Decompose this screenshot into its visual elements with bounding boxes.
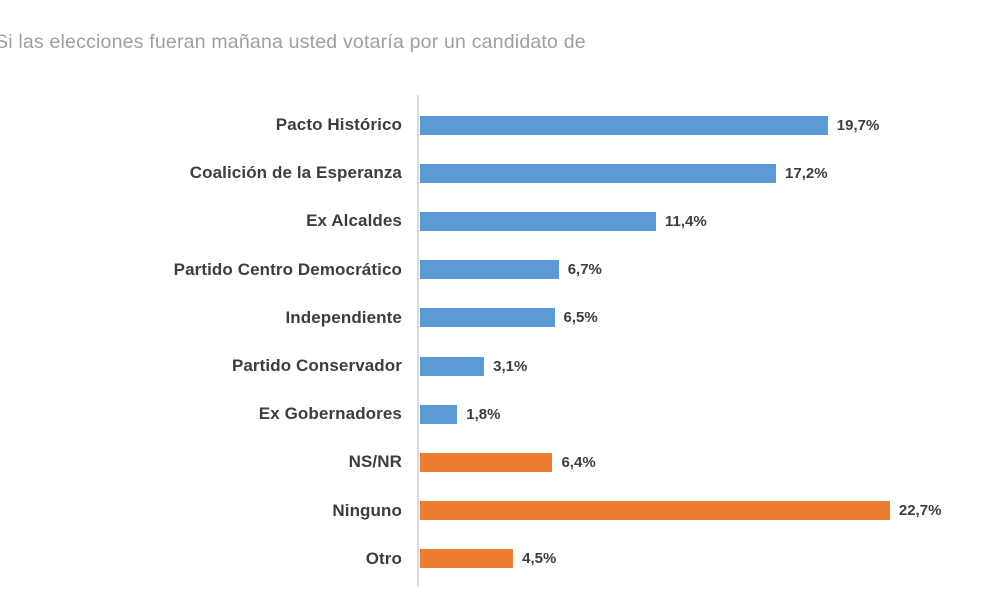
category-label: Ex Alcaldes <box>306 211 402 231</box>
value-label: 19,7% <box>836 116 880 134</box>
bar-area: 11,4% <box>420 211 983 231</box>
bar-row: Coalición de la Esperanza 17,2% <box>0 149 983 197</box>
category-label: Ex Gobernadores <box>258 404 402 424</box>
bar <box>420 501 890 521</box>
bar <box>420 260 559 280</box>
category-label: NS/NR <box>348 452 402 472</box>
value-label: 6,4% <box>561 453 596 471</box>
value-label: 3,1% <box>493 357 528 375</box>
value-label: 22,7% <box>898 502 942 520</box>
bar-area: 1,8% <box>420 404 983 424</box>
bar-area: 6,7% <box>420 260 983 280</box>
category-label: Ninguno <box>332 500 402 520</box>
y-axis-line <box>417 95 419 587</box>
bar-row: Ex Gobernadores 1,8% <box>0 390 983 438</box>
bar-row: NS/NR 6,4% <box>0 438 983 486</box>
category-label: Coalición de la Esperanza <box>189 163 402 183</box>
value-label: 1,8% <box>466 405 501 423</box>
bar-row: Independiente 6,5% <box>0 294 983 342</box>
bar-row: Partido Centro Democrático 6,7% <box>0 246 983 294</box>
bar-area: 19,7% <box>420 115 983 135</box>
bar-row: Ninguno 22,7% <box>0 487 983 535</box>
value-label: 6,7% <box>567 261 602 279</box>
chart-title: Si las elecciones fueran mañana usted vo… <box>0 31 586 53</box>
category-label: Pacto Histórico <box>275 115 402 135</box>
bar <box>420 549 514 569</box>
bar <box>420 211 656 231</box>
bar <box>420 308 555 328</box>
category-label: Partido Conservador <box>231 356 402 376</box>
category-label: Partido Centro Democrático <box>173 259 402 279</box>
bar-area: 6,5% <box>420 308 983 328</box>
bar <box>420 356 485 376</box>
bar <box>420 163 777 183</box>
value-label: 17,2% <box>785 164 828 182</box>
value-label: 11,4% <box>664 212 707 230</box>
bar-row: Ex Alcaldes 11,4% <box>0 197 983 245</box>
bar-row: Partido Conservador 3,1% <box>0 342 983 390</box>
category-label: Otro <box>365 548 402 568</box>
bar-area: 22,7% <box>420 501 983 521</box>
plot-area: Pacto Histórico 19,7% Coalición de la Es… <box>0 95 983 587</box>
bar-area: 17,2% <box>420 163 983 183</box>
bar-rows: Pacto Histórico 19,7% Coalición de la Es… <box>0 101 983 583</box>
bar <box>420 452 553 472</box>
bar <box>420 115 828 135</box>
bar <box>420 404 458 424</box>
bar-area: 6,4% <box>420 452 983 472</box>
bar-area: 4,5% <box>420 549 983 569</box>
category-label: Independiente <box>285 307 402 327</box>
bar-row: Otro 4,5% <box>0 535 983 583</box>
bar-area: 3,1% <box>420 356 983 376</box>
value-label: 4,5% <box>522 550 557 568</box>
value-label: 6,5% <box>563 309 598 327</box>
bar-row: Pacto Histórico 19,7% <box>0 101 983 149</box>
